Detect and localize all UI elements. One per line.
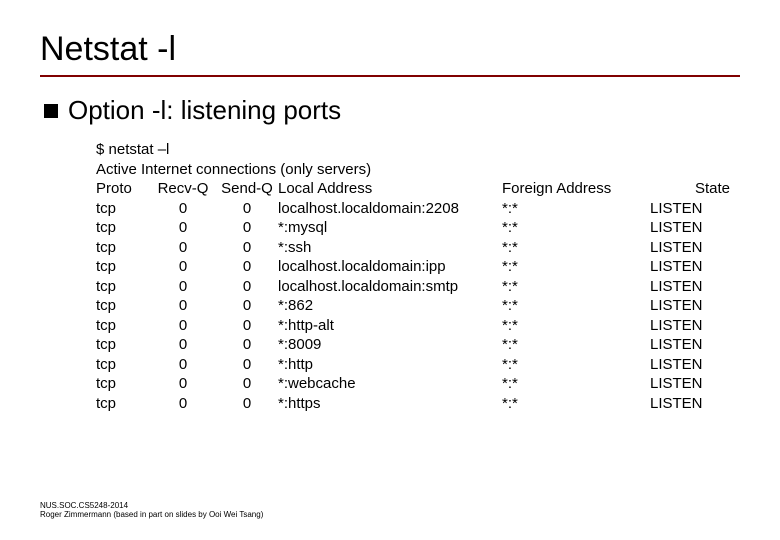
cell-local: *:webcache: [278, 374, 502, 394]
cell-local: *:http: [278, 355, 502, 375]
cell-foreign: *:*: [502, 335, 650, 355]
col-recvq: Recv-Q: [150, 179, 216, 199]
cell-sendq: 0: [216, 394, 278, 414]
cell-recvq: 0: [150, 355, 216, 375]
cell-sendq: 0: [216, 199, 278, 219]
table-row: tcp00*:8009*:*LISTEN: [96, 335, 740, 355]
cell-recvq: 0: [150, 218, 216, 238]
cell-sendq: 0: [216, 316, 278, 336]
cell-state: LISTEN: [650, 394, 730, 414]
cell-foreign: *:*: [502, 355, 650, 375]
cell-local: *:http-alt: [278, 316, 502, 336]
cell-state: LISTEN: [650, 238, 730, 258]
cell-proto: tcp: [96, 335, 150, 355]
cell-local: *:862: [278, 296, 502, 316]
cell-proto: tcp: [96, 374, 150, 394]
cell-foreign: *:*: [502, 296, 650, 316]
table-row: tcp00*:https*:*LISTEN: [96, 394, 740, 414]
cell-local: localhost.localdomain:2208: [278, 199, 502, 219]
square-bullet-icon: [44, 104, 58, 118]
cell-local: *:mysql: [278, 218, 502, 238]
table-row: tcp00localhost.localdomain:ipp*:*LISTEN: [96, 257, 740, 277]
netstat-table: Proto Recv-Q Send-Q Local Address Foreig…: [96, 179, 740, 413]
cell-state: LISTEN: [650, 199, 730, 219]
table-row: tcp00*:862*:*LISTEN: [96, 296, 740, 316]
table-row: tcp00*:http*:*LISTEN: [96, 355, 740, 375]
bullet-row: Option -l: listening ports: [44, 95, 740, 126]
table-row: tcp00localhost.localdomain:2208*:*LISTEN: [96, 199, 740, 219]
table-row: tcp00*:mysql*:*LISTEN: [96, 218, 740, 238]
cell-recvq: 0: [150, 199, 216, 219]
cell-proto: tcp: [96, 316, 150, 336]
cell-state: LISTEN: [650, 277, 730, 297]
cell-proto: tcp: [96, 355, 150, 375]
cell-state: LISTEN: [650, 316, 730, 336]
cell-proto: tcp: [96, 277, 150, 297]
col-proto: Proto: [96, 179, 150, 199]
cell-local: *:https: [278, 394, 502, 414]
title-rule: [40, 75, 740, 77]
cell-recvq: 0: [150, 374, 216, 394]
cell-state: LISTEN: [650, 374, 730, 394]
bullet-text: Option -l: listening ports: [68, 95, 341, 126]
cell-proto: tcp: [96, 394, 150, 414]
table-header-row: Proto Recv-Q Send-Q Local Address Foreig…: [96, 179, 740, 199]
cell-foreign: *:*: [502, 394, 650, 414]
cell-proto: tcp: [96, 199, 150, 219]
col-foreign: Foreign Address: [502, 179, 650, 199]
col-local: Local Address: [278, 179, 502, 199]
cell-foreign: *:*: [502, 257, 650, 277]
cell-state: LISTEN: [650, 218, 730, 238]
slide: Netstat -l Option -l: listening ports $ …: [0, 0, 780, 540]
cell-sendq: 0: [216, 277, 278, 297]
cell-state: LISTEN: [650, 355, 730, 375]
cell-recvq: 0: [150, 277, 216, 297]
cell-recvq: 0: [150, 316, 216, 336]
footer-line-2: Roger Zimmermann (based in part on slide…: [40, 510, 263, 520]
table-row: tcp00*:ssh*:*LISTEN: [96, 238, 740, 258]
cell-local: localhost.localdomain:smtp: [278, 277, 502, 297]
cell-local: *:8009: [278, 335, 502, 355]
cell-sendq: 0: [216, 296, 278, 316]
cell-proto: tcp: [96, 257, 150, 277]
cell-recvq: 0: [150, 238, 216, 258]
header-line: Active Internet connections (only server…: [96, 160, 740, 180]
cmd-line: $ netstat –l: [96, 140, 740, 160]
cell-recvq: 0: [150, 335, 216, 355]
cell-recvq: 0: [150, 296, 216, 316]
cell-local: localhost.localdomain:ipp: [278, 257, 502, 277]
cell-recvq: 0: [150, 257, 216, 277]
col-sendq: Send-Q: [216, 179, 278, 199]
cell-sendq: 0: [216, 355, 278, 375]
cell-foreign: *:*: [502, 277, 650, 297]
footer-line-1: NUS.SOC.CS5248-2014: [40, 501, 263, 511]
cell-sendq: 0: [216, 374, 278, 394]
table-row: tcp00*:http-alt*:*LISTEN: [96, 316, 740, 336]
cell-foreign: *:*: [502, 218, 650, 238]
col-state: State: [650, 179, 736, 199]
terminal-block: $ netstat –l Active Internet connections…: [96, 140, 740, 179]
cell-sendq: 0: [216, 218, 278, 238]
cell-state: LISTEN: [650, 296, 730, 316]
footer: NUS.SOC.CS5248-2014 Roger Zimmermann (ba…: [40, 501, 263, 520]
cell-sendq: 0: [216, 257, 278, 277]
cell-proto: tcp: [96, 238, 150, 258]
cell-foreign: *:*: [502, 316, 650, 336]
slide-title: Netstat -l: [40, 30, 740, 69]
cell-foreign: *:*: [502, 199, 650, 219]
cell-proto: tcp: [96, 296, 150, 316]
table-row: tcp00*:webcache*:*LISTEN: [96, 374, 740, 394]
cell-local: *:ssh: [278, 238, 502, 258]
table-row: tcp00localhost.localdomain:smtp*:*LISTEN: [96, 277, 740, 297]
cell-recvq: 0: [150, 394, 216, 414]
cell-state: LISTEN: [650, 335, 730, 355]
cell-foreign: *:*: [502, 238, 650, 258]
cell-foreign: *:*: [502, 374, 650, 394]
cell-sendq: 0: [216, 335, 278, 355]
cell-sendq: 0: [216, 238, 278, 258]
cell-state: LISTEN: [650, 257, 730, 277]
cell-proto: tcp: [96, 218, 150, 238]
